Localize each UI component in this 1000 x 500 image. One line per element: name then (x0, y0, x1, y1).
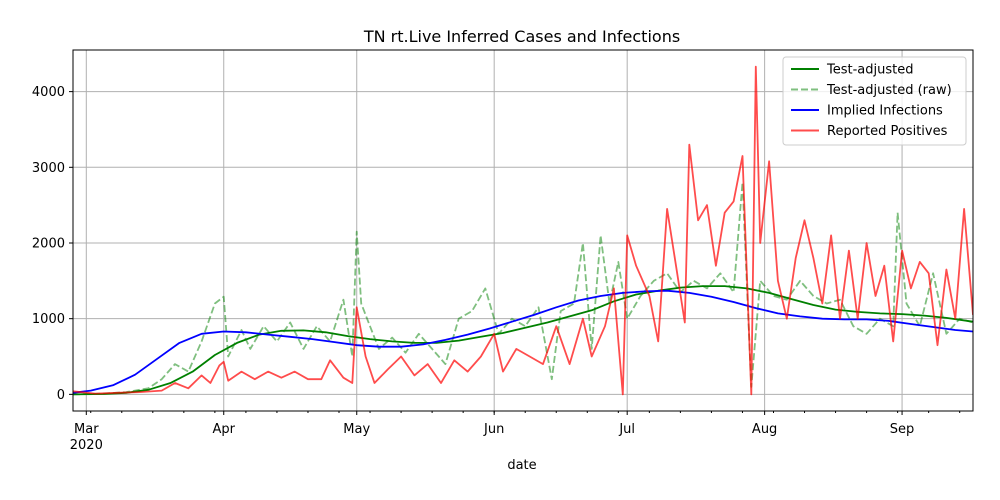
x-tick-label: May (343, 422, 370, 437)
series-line-reported-positives (73, 65, 973, 396)
series-line-implied-infections (73, 289, 973, 394)
chart-title: TN rt.Live Inferred Cases and Infections (363, 27, 680, 46)
series-line-test-adjusted (73, 285, 973, 396)
x-tick-label: Apr (212, 422, 235, 437)
y-tick-label: 4000 (32, 85, 65, 100)
plot-frame (72, 49, 974, 412)
x-tick-label: Sep (890, 422, 915, 437)
y-tick-label: 3000 (32, 161, 65, 176)
legend-box (782, 56, 967, 146)
x-tick-label: Mar (74, 422, 99, 437)
y-tick-label: 0 (57, 388, 65, 403)
y-tick-label: 2000 (32, 236, 65, 251)
y-tick-label: 1000 (32, 312, 65, 327)
x-tick-label: Aug (752, 422, 777, 437)
series-line-test-adjusted-raw (73, 181, 973, 396)
legend-label: Implied Infections (827, 104, 943, 119)
legend-label: Test-adjusted (raw) (826, 83, 952, 98)
x-tick-year-label: 2020 (70, 438, 103, 453)
legend: Test-adjusted Test-adjusted (raw) Implied … (782, 56, 967, 146)
x-tick-label: Jul (618, 422, 635, 437)
legend-label: Reported Positives (827, 124, 948, 139)
x-tick-label: Jun (483, 422, 504, 437)
series-layer (73, 65, 973, 396)
y-axis: 0 1000 2000 3000 4000 (32, 85, 73, 403)
x-axis-label: date (507, 458, 536, 473)
legend-label: Test-adjusted (826, 63, 913, 78)
